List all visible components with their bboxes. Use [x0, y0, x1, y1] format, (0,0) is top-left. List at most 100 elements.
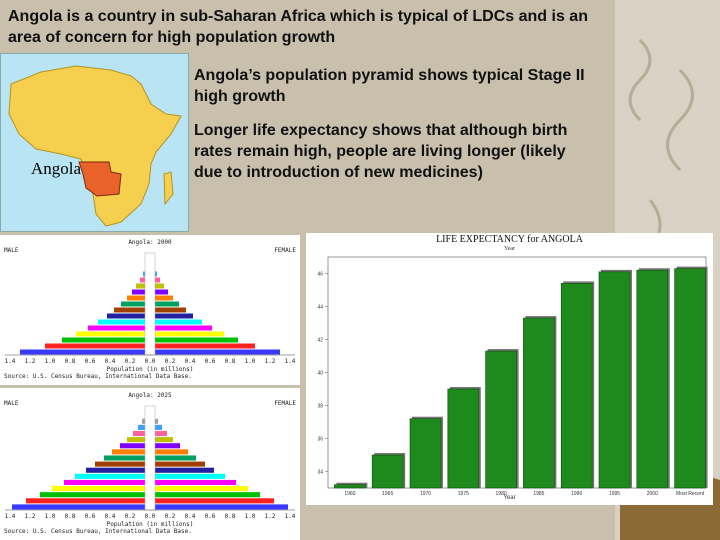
life-expectancy-bar: [334, 484, 366, 489]
x-tick-label: 1965: [382, 491, 393, 497]
pyramid-source: Source: U.S. Census Bureau, Internationa…: [4, 528, 192, 535]
pyramid-x-tick: 0.6: [85, 358, 96, 365]
pyramid-bar-male: [45, 343, 150, 349]
pyramid-x-tick: 0.2: [165, 513, 176, 520]
y-tick-label: 42: [317, 338, 323, 344]
pyramid-x-tick: 0.6: [85, 513, 96, 520]
pyramid-bar-female: [150, 430, 167, 437]
life-expectancy-bar: [560, 283, 593, 489]
pyramid-bar-male: [52, 486, 150, 492]
pyramid-age-column: [144, 405, 156, 511]
pyramid-bar-female: [150, 313, 193, 319]
life-expectancy-chart: LIFE EXPECTANCY for ANGOLA Year 34 36 38 40…: [306, 233, 713, 505]
pyramid-bar-female: [150, 289, 168, 295]
pyramid-bar-male: [127, 437, 150, 443]
population-pyramid-2025: Angola: 2025 MALE FEMALE 1.4 1.2 1.0 0.8 0.6 0.4…: [0, 388, 300, 540]
pyramid-female-label: FEMALE: [274, 400, 296, 407]
pyramid-x-tick: 0.8: [225, 358, 236, 365]
pyramid-bar-male: [40, 492, 150, 498]
pyramid-bar-female: [150, 498, 274, 504]
pyramid-bar-male: [132, 289, 150, 295]
pyramid-bar-female: [150, 319, 202, 325]
y-tick-label: 38: [317, 404, 323, 410]
x-tick-label: 1990: [571, 491, 582, 497]
pyramid-x-tick: 1.2: [265, 513, 276, 520]
pyramid-x-tick: 0.4: [185, 513, 196, 520]
africa-land: [8, 65, 182, 227]
pyramid-bar-female: [150, 424, 162, 430]
pyramid-x-tick: 1.0: [45, 513, 56, 520]
pyramid-bar-female: [150, 337, 238, 343]
pyramid-bar-male: [20, 349, 150, 355]
pyramid-x-tick: 0.2: [165, 358, 176, 365]
madagascar-land: [163, 171, 174, 206]
pyramid-bar-female: [150, 349, 280, 355]
pyramid-bar-male: [114, 307, 150, 313]
pyramid-x-tick: 1.0: [45, 358, 56, 365]
pyramid-bar-female: [150, 325, 212, 331]
pyramid-bar-male: [26, 498, 150, 504]
pyramid-x-tick: 0.6: [205, 358, 216, 365]
pyramid-bar-male: [127, 295, 150, 301]
chart-subtitle: Year: [503, 246, 516, 252]
life-expectancy-bar: [523, 317, 555, 489]
africa-map: Angola: [0, 53, 189, 232]
life-expectancy-bar: [485, 350, 517, 489]
pyramid-bar-male: [138, 424, 150, 430]
pyramid-bar-female: [150, 461, 205, 467]
pyramid-x-tick: 0.4: [105, 358, 116, 365]
pyramid-bar-female: [150, 486, 248, 492]
x-tick-label: 1980: [496, 491, 507, 497]
pyramid-bar-male: [98, 319, 150, 325]
life-expectancy-bar: [409, 418, 442, 489]
bullet-life-expectancy: Longer life expectancy shows that althou…: [194, 122, 568, 181]
x-tick-label: 1960: [344, 491, 355, 497]
y-tick-label: 44: [317, 305, 323, 311]
pyramid-bar-female: [150, 295, 173, 301]
pyramid-x-tick: 0.8: [65, 513, 76, 520]
life-expectancy-svg: 34 36 38 40 42 44 46 1960 1965 1970 1975 1980 1985 19…: [317, 256, 708, 497]
pyramid-bar-male: [121, 301, 150, 307]
life-expectancy-bar: [674, 268, 706, 489]
pyramid-bar-female: [150, 283, 164, 289]
pyramid-x-tick: 0.2: [125, 513, 136, 520]
x-axis-label: Year: [503, 495, 516, 501]
pyramid-bar-male: [107, 313, 150, 319]
pyramid-male-label: MALE: [4, 400, 19, 407]
bullet-pyramid: Angola’s population pyramid shows typica…: [194, 67, 585, 105]
pyramid-bar-male: [95, 461, 150, 467]
population-pyramid-2000: Angola: 2000 MALE FEMALE 1.4 1.2 1.0 0.8 0.6 0.4…: [0, 235, 300, 385]
pyramid-bar-male: [76, 331, 150, 337]
pyramid-bar-female: [150, 455, 196, 461]
pyramid-bar-female: [150, 331, 224, 337]
pyramid-bar-female: [150, 467, 214, 473]
pyramid-male-label: MALE: [4, 247, 19, 254]
pyramid-bar-female: [150, 343, 255, 349]
pyramid-bar-female: [150, 443, 180, 449]
pyramid-x-tick: 1.0: [245, 358, 256, 365]
pyramid-x-tick: 0.0: [145, 358, 156, 365]
pyramid-x-tick: 1.4: [5, 358, 16, 365]
pyramid-svg: Angola: 2000 MALE FEMALE 1.4 1.2 1.0 0.8 0.6 0.4…: [4, 239, 296, 380]
pyramid-bar-male: [75, 473, 150, 479]
pyramid-x-tick: 0.4: [185, 358, 196, 365]
pyramid-bar-male: [12, 504, 150, 510]
pyramid-heading: Angola: 2000: [128, 239, 172, 246]
pyramid-bar-female: [150, 437, 173, 443]
pyramid-x-tick: 0.2: [125, 358, 136, 365]
chart-title: LIFE EXPECTANCY for ANGOLA: [436, 234, 583, 245]
pyramid-x-tick: 0.4: [105, 513, 116, 520]
x-tick-label: 1985: [533, 491, 544, 497]
pyramid-bar-male: [104, 455, 150, 461]
y-tick-label: 34: [317, 470, 323, 476]
pyramid-x-tick: 1.2: [265, 358, 276, 365]
pyramid-bar-female: [150, 473, 225, 479]
pyramid-bar-female: [150, 504, 288, 510]
pyramid-bar-female: [150, 449, 188, 455]
pyramid-bar-female: [150, 492, 260, 498]
pyramid-bar-female: [150, 301, 179, 307]
pyramid-x-caption: Population (in millions): [107, 521, 194, 528]
pyramid-heading: Angola: 2025: [128, 392, 172, 399]
pyramid-female-label: FEMALE: [274, 247, 296, 254]
pyramid-x-caption: Population (in millions): [107, 366, 194, 373]
